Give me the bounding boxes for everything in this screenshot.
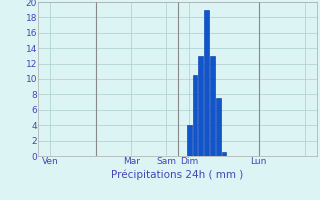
X-axis label: Précipitations 24h ( mm ): Précipitations 24h ( mm ) [111, 169, 244, 180]
Bar [187, 125, 192, 156]
Bar [210, 56, 215, 156]
Bar [193, 75, 197, 156]
Bar [204, 10, 209, 156]
Bar [221, 152, 227, 156]
Bar [198, 56, 203, 156]
Bar [216, 98, 221, 156]
